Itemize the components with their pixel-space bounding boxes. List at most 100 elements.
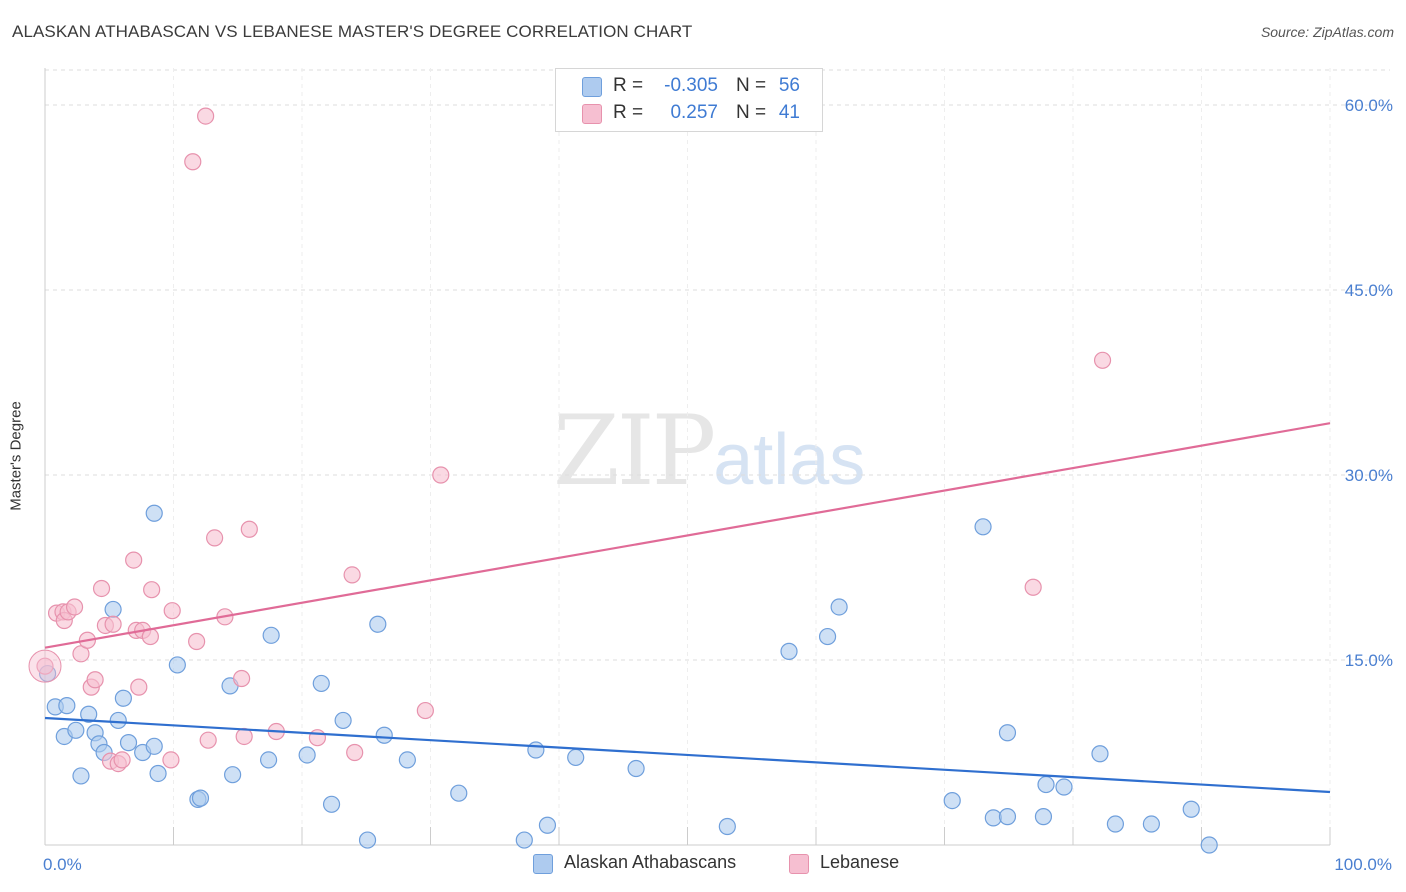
point-alaskan (369, 615, 387, 633)
axes (44, 68, 1331, 846)
point-lebanese (104, 615, 122, 633)
legend-n-value: 56 (778, 75, 800, 96)
point-lebanese (162, 751, 180, 769)
watermark-zip: ZIP (553, 395, 716, 507)
legend-swatch-blue (582, 77, 602, 97)
point-alaskan (145, 504, 163, 522)
point-lebanese (86, 671, 104, 689)
point-lebanese (36, 657, 54, 675)
legend-n-label: N = (736, 75, 767, 96)
watermark: ZIPatlas (553, 395, 865, 507)
bottom-legend-swatch-pink (789, 854, 809, 874)
point-lebanese (125, 551, 143, 569)
legend-r-label: R = (613, 102, 644, 123)
point-alaskan (1200, 836, 1218, 854)
point-alaskan (1034, 808, 1053, 826)
point-alaskan (398, 751, 416, 769)
trend-lines (44, 422, 1331, 794)
point-alaskan (527, 741, 545, 759)
point-alaskan (1142, 815, 1160, 833)
legend-swatch-pink (582, 104, 602, 124)
point-alaskan (104, 600, 122, 619)
trend-line-alaskan (44, 716, 1331, 794)
point-alaskan (538, 816, 557, 834)
point-alaskan (262, 626, 280, 644)
point-alaskan (58, 697, 76, 715)
point-alaskan (168, 656, 186, 674)
point-alaskan (984, 809, 1002, 827)
point-lebanese (197, 107, 215, 125)
chart-title: ALASKAN ATHABASCAN VS LEBANESE MASTER'S … (12, 22, 693, 41)
point-alaskan (780, 642, 798, 660)
legend-n-value: 41 (778, 102, 800, 123)
point-alaskan (334, 711, 352, 730)
point-lebanese (1093, 351, 1112, 369)
point-alaskan (567, 748, 585, 767)
legend-n-label: N = (736, 102, 767, 123)
point-alaskan (1106, 815, 1125, 833)
point-alaskan (145, 737, 163, 755)
bottom-legend-label: Lebanese (820, 852, 900, 872)
point-alaskan (67, 721, 85, 739)
point-alaskan (818, 627, 837, 646)
point-alaskan (998, 808, 1017, 826)
point-lebanese (130, 678, 148, 696)
legend-r-value: 0.257 (670, 102, 718, 123)
point-alaskan (1055, 778, 1073, 796)
point-lebanese (432, 466, 450, 484)
point-alaskan (998, 724, 1017, 742)
point-alaskan (627, 759, 645, 778)
point-alaskan (1037, 775, 1055, 794)
point-alaskan (114, 689, 132, 707)
point-alaskan (191, 789, 210, 807)
y-tick-label: 60.0% (1345, 96, 1393, 115)
point-lebanese (240, 520, 258, 538)
point-lebanese (235, 727, 253, 746)
watermark-atlas: atlas (713, 420, 866, 500)
series-lebanese (28, 107, 1112, 773)
trend-line-lebanese (44, 422, 1331, 649)
point-alaskan (259, 751, 278, 769)
point-alaskan (718, 817, 736, 836)
source-credit: Source: ZipAtlas.com (1260, 24, 1394, 40)
point-alaskan (119, 734, 138, 752)
point-alaskan (322, 795, 341, 813)
point-alaskan (943, 791, 961, 810)
point-lebanese (346, 743, 364, 762)
y-tick-label: 30.0% (1345, 466, 1393, 485)
point-alaskan (515, 831, 533, 849)
point-lebanese (184, 153, 202, 171)
point-lebanese-large (28, 649, 62, 683)
point-alaskan (80, 705, 98, 723)
point-lebanese (416, 701, 434, 720)
legend-r-label: R = (613, 75, 644, 96)
point-alaskan (830, 598, 848, 616)
point-lebanese (113, 751, 131, 769)
point-lebanese (199, 731, 217, 749)
point-lebanese (188, 632, 206, 651)
point-lebanese (206, 529, 224, 547)
point-alaskan (298, 746, 316, 764)
x-tick-label: 100.0% (1334, 855, 1392, 874)
point-lebanese (308, 729, 327, 747)
point-alaskan (974, 518, 992, 536)
legend-row-lebanese: R = 0.257 N = 41 (556, 101, 822, 127)
correlation-legend: R = -0.305 N = 56 R = 0.257 N = 41 (555, 68, 823, 132)
point-lebanese (343, 566, 361, 584)
bottom-legend-label: Alaskan Athabascans (564, 852, 737, 872)
point-alaskan (450, 784, 468, 802)
point-alaskan (224, 766, 242, 784)
point-lebanese (65, 598, 84, 616)
point-lebanese (143, 581, 161, 599)
point-lebanese (1024, 578, 1042, 596)
point-alaskan (1091, 745, 1109, 763)
bottom-legend-swatch-blue (533, 854, 553, 874)
tick-labels: 15.0% 30.0% 45.0% 60.0% 0.0% 100.0% (43, 96, 1393, 874)
x-tick-label: 0.0% (43, 855, 82, 874)
point-alaskan (1182, 800, 1200, 818)
y-tick-label: 45.0% (1345, 281, 1393, 300)
point-lebanese (233, 669, 251, 688)
point-alaskan (312, 674, 330, 693)
point-alaskan (358, 831, 377, 849)
